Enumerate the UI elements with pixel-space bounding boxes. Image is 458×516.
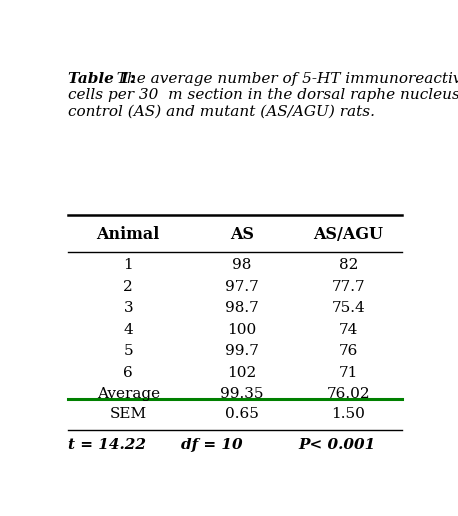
Text: 71: 71 bbox=[338, 366, 358, 380]
Text: P< 0.001: P< 0.001 bbox=[299, 438, 376, 453]
Text: 6: 6 bbox=[123, 366, 133, 380]
Text: Animal: Animal bbox=[97, 226, 160, 243]
Text: 75.4: 75.4 bbox=[332, 301, 365, 315]
Text: AS: AS bbox=[230, 226, 254, 243]
Text: 2: 2 bbox=[123, 280, 133, 294]
Text: 82: 82 bbox=[338, 259, 358, 272]
Text: t = 14.22: t = 14.22 bbox=[68, 438, 146, 453]
Text: 5: 5 bbox=[123, 344, 133, 358]
Text: 3: 3 bbox=[123, 301, 133, 315]
Text: 74: 74 bbox=[338, 322, 358, 337]
Text: 0.65: 0.65 bbox=[225, 407, 259, 421]
Text: Average: Average bbox=[97, 387, 160, 401]
Text: 77.7: 77.7 bbox=[332, 280, 365, 294]
Text: The average number of 5-HT immunoreactive
cells per 30  m section in the dorsal : The average number of 5-HT immunoreactiv… bbox=[68, 72, 458, 118]
Text: 76: 76 bbox=[338, 344, 358, 358]
Text: df = 10: df = 10 bbox=[181, 438, 243, 453]
Text: AS/AGU: AS/AGU bbox=[313, 226, 383, 243]
Text: 102: 102 bbox=[227, 366, 256, 380]
Text: 100: 100 bbox=[227, 322, 256, 337]
Text: SEM: SEM bbox=[109, 407, 147, 421]
Text: 76.02: 76.02 bbox=[327, 387, 370, 401]
Text: 98: 98 bbox=[232, 259, 251, 272]
Text: 1.50: 1.50 bbox=[332, 407, 365, 421]
Text: 98.7: 98.7 bbox=[225, 301, 259, 315]
Text: 4: 4 bbox=[123, 322, 133, 337]
Text: 99.35: 99.35 bbox=[220, 387, 263, 401]
Text: 1: 1 bbox=[123, 259, 133, 272]
Text: 99.7: 99.7 bbox=[225, 344, 259, 358]
Text: Table 1:: Table 1: bbox=[68, 72, 135, 86]
Text: 97.7: 97.7 bbox=[225, 280, 259, 294]
